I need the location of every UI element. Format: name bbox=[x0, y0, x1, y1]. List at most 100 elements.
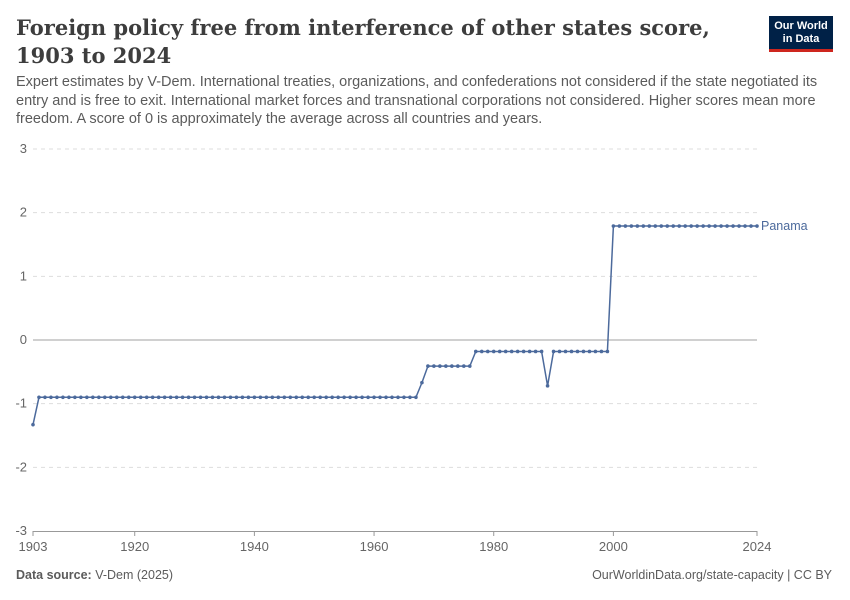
data-point[interactable] bbox=[192, 395, 197, 400]
data-point[interactable] bbox=[103, 395, 107, 400]
data-point[interactable] bbox=[593, 349, 598, 354]
data-point[interactable] bbox=[300, 395, 305, 400]
data-point[interactable] bbox=[79, 395, 83, 400]
data-point[interactable] bbox=[695, 224, 699, 228]
data-point[interactable] bbox=[719, 224, 723, 228]
data-point[interactable] bbox=[635, 224, 640, 228]
data-point[interactable] bbox=[270, 395, 275, 400]
data-point[interactable] bbox=[623, 224, 628, 228]
data-point[interactable] bbox=[665, 224, 670, 228]
data-point[interactable] bbox=[288, 395, 293, 400]
data-point[interactable] bbox=[707, 224, 711, 228]
data-point[interactable] bbox=[384, 395, 388, 400]
data-point[interactable] bbox=[228, 395, 233, 400]
data-point[interactable] bbox=[503, 349, 508, 354]
data-point[interactable] bbox=[497, 349, 502, 354]
data-point[interactable] bbox=[168, 395, 173, 400]
data-point[interactable] bbox=[91, 395, 95, 400]
data-point[interactable] bbox=[737, 224, 741, 228]
data-point[interactable] bbox=[108, 395, 113, 400]
data-point[interactable] bbox=[396, 395, 400, 400]
data-point[interactable] bbox=[521, 349, 526, 354]
data-point[interactable] bbox=[402, 395, 406, 400]
data-point[interactable] bbox=[294, 395, 299, 400]
data-point[interactable] bbox=[318, 395, 323, 400]
data-point[interactable] bbox=[372, 395, 376, 400]
data-point[interactable] bbox=[533, 349, 538, 354]
data-point[interactable] bbox=[587, 349, 592, 354]
data-point[interactable] bbox=[563, 349, 568, 354]
data-point[interactable] bbox=[85, 395, 89, 400]
data-point[interactable] bbox=[55, 395, 59, 400]
data-point[interactable] bbox=[515, 349, 520, 354]
data-point[interactable] bbox=[120, 395, 125, 400]
data-point[interactable] bbox=[479, 349, 484, 354]
data-point[interactable] bbox=[324, 395, 328, 400]
data-point[interactable] bbox=[43, 395, 47, 400]
data-point[interactable] bbox=[186, 395, 191, 400]
data-point[interactable] bbox=[462, 364, 466, 368]
data-point[interactable] bbox=[569, 349, 574, 354]
data-point[interactable] bbox=[557, 349, 562, 354]
data-point[interactable] bbox=[180, 395, 185, 400]
data-point[interactable] bbox=[138, 395, 143, 400]
data-point[interactable] bbox=[162, 395, 167, 400]
data-point[interactable] bbox=[473, 349, 478, 354]
url-license[interactable]: OurWorldinData.org/state-capacity | CC B… bbox=[592, 568, 832, 582]
data-point[interactable] bbox=[360, 395, 364, 400]
data-point[interactable] bbox=[408, 395, 412, 400]
data-point[interactable] bbox=[749, 224, 753, 228]
data-point[interactable] bbox=[330, 395, 334, 400]
data-point[interactable] bbox=[252, 395, 257, 400]
data-point[interactable] bbox=[450, 364, 454, 368]
owid-logo[interactable]: Our World in Data bbox=[769, 16, 833, 52]
data-point[interactable] bbox=[282, 395, 287, 400]
data-point[interactable] bbox=[132, 395, 137, 400]
data-point[interactable] bbox=[653, 224, 658, 228]
data-point[interactable] bbox=[276, 395, 281, 400]
data-point[interactable] bbox=[725, 224, 729, 228]
data-point[interactable] bbox=[755, 224, 759, 228]
data-point[interactable] bbox=[599, 349, 604, 354]
data-source-value[interactable]: V-Dem (2025) bbox=[95, 568, 174, 582]
data-point[interactable] bbox=[527, 349, 532, 354]
data-point[interactable] bbox=[420, 380, 424, 385]
data-point[interactable] bbox=[354, 395, 358, 400]
data-point[interactable] bbox=[641, 224, 646, 228]
data-point[interactable] bbox=[61, 395, 65, 400]
data-point[interactable] bbox=[126, 395, 131, 400]
data-point[interactable] bbox=[246, 395, 251, 400]
data-point[interactable] bbox=[97, 395, 101, 400]
data-point[interactable] bbox=[659, 224, 664, 228]
data-point[interactable] bbox=[336, 395, 340, 400]
data-point[interactable] bbox=[539, 349, 544, 354]
data-point[interactable] bbox=[144, 395, 149, 400]
data-point[interactable] bbox=[306, 395, 311, 400]
data-point[interactable] bbox=[701, 224, 705, 228]
data-point[interactable] bbox=[49, 395, 53, 400]
data-point[interactable] bbox=[426, 364, 430, 368]
data-point[interactable] bbox=[73, 395, 77, 400]
data-point[interactable] bbox=[390, 395, 394, 400]
data-point[interactable] bbox=[258, 395, 263, 400]
data-point[interactable] bbox=[234, 395, 239, 400]
data-point[interactable] bbox=[575, 349, 580, 354]
data-point[interactable] bbox=[198, 395, 203, 400]
data-point[interactable] bbox=[150, 395, 155, 400]
data-point[interactable] bbox=[174, 395, 179, 400]
data-point[interactable] bbox=[378, 395, 382, 400]
data-point[interactable] bbox=[743, 224, 747, 228]
data-point[interactable] bbox=[491, 349, 496, 354]
data-point[interactable] bbox=[204, 395, 209, 400]
data-point[interactable] bbox=[438, 364, 442, 368]
data-point[interactable] bbox=[677, 224, 682, 228]
data-point[interactable] bbox=[31, 422, 35, 427]
data-point[interactable] bbox=[731, 224, 735, 228]
data-point[interactable] bbox=[713, 224, 717, 228]
data-point[interactable] bbox=[210, 395, 215, 400]
data-point[interactable] bbox=[629, 224, 634, 228]
data-point[interactable] bbox=[432, 364, 436, 368]
data-point[interactable] bbox=[156, 395, 161, 400]
series-line[interactable] bbox=[32, 225, 757, 425]
data-point[interactable] bbox=[683, 224, 687, 228]
